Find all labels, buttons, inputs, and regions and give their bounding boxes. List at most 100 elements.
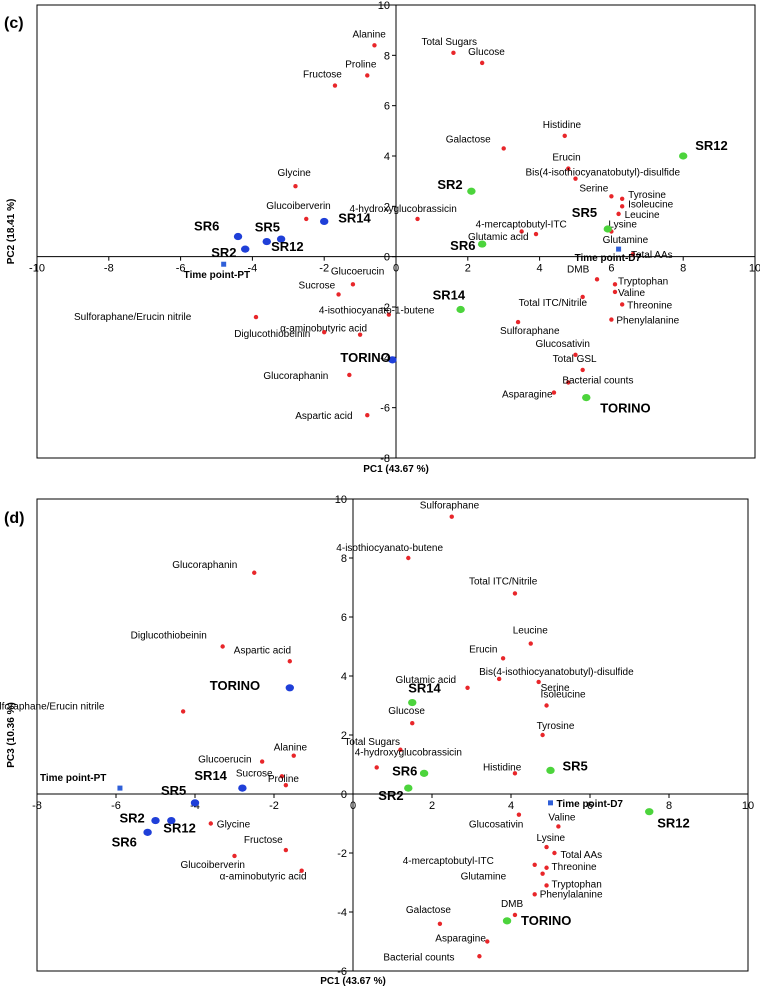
variable-label: 4-hydroxyglucobrassicin bbox=[355, 747, 462, 758]
variable-label: Proline bbox=[268, 774, 300, 785]
sample-d7-point bbox=[546, 766, 555, 775]
time-point-marker bbox=[221, 261, 227, 267]
y-tick-label: 8 bbox=[384, 50, 390, 62]
x-tick-label: 0 bbox=[350, 800, 356, 812]
variable-label: Glycine bbox=[217, 820, 251, 831]
variable-point bbox=[619, 196, 625, 201]
variable-label: Erucin bbox=[552, 153, 580, 164]
variable-label: Total GSL bbox=[553, 354, 597, 365]
sample-pt-point bbox=[190, 799, 200, 807]
sample-pt-label: SR6 bbox=[194, 219, 219, 234]
variable-label: Fructose bbox=[244, 835, 283, 846]
y-tick-label: -6 bbox=[337, 966, 347, 978]
variable-point bbox=[451, 50, 456, 56]
variable-point bbox=[372, 43, 377, 48]
sample-pt-label: SR14 bbox=[338, 210, 371, 225]
sample-d7-point bbox=[467, 187, 476, 195]
x-tick-label: 6 bbox=[608, 263, 614, 275]
sample-pt-label: SR5 bbox=[161, 783, 186, 798]
variable-point bbox=[415, 216, 420, 222]
time-point-marker bbox=[117, 785, 123, 791]
variable-point bbox=[304, 216, 309, 222]
sample-d7-point bbox=[456, 305, 465, 314]
variable-point bbox=[449, 514, 454, 519]
sample-pt-point bbox=[320, 217, 329, 226]
y-tick-label: 6 bbox=[384, 101, 390, 113]
variable-point bbox=[501, 146, 506, 151]
variable-label: Glucoraphanin bbox=[172, 560, 237, 571]
variable-point bbox=[253, 314, 259, 320]
variable-point bbox=[528, 641, 533, 646]
variable-point bbox=[516, 812, 522, 817]
variable-label: Bis(4-isothiocyanatobutyl)-disulfide bbox=[526, 168, 681, 179]
variable-point bbox=[609, 317, 614, 322]
sample-pt-label: SR12 bbox=[271, 239, 304, 254]
sample-d7-point bbox=[645, 808, 654, 816]
y-tick-label: 10 bbox=[378, 0, 390, 12]
variable-point bbox=[398, 747, 403, 752]
variable-label: Glucosativin bbox=[536, 339, 590, 350]
x-tick-label: 8 bbox=[666, 800, 672, 812]
sample-pt-point bbox=[233, 232, 243, 241]
variable-label: Sucrose bbox=[236, 768, 273, 779]
variable-point bbox=[580, 294, 585, 300]
sample-d7-point bbox=[477, 240, 487, 248]
variable-point bbox=[612, 289, 618, 295]
y-tick-label: -2 bbox=[380, 302, 390, 314]
sample-pt-point bbox=[143, 828, 152, 836]
sample-d7-label: SR12 bbox=[657, 816, 690, 831]
variable-point bbox=[374, 765, 379, 770]
variable-point bbox=[619, 204, 625, 209]
variable-label: Glutamine bbox=[603, 235, 649, 246]
sample-pt-point bbox=[262, 237, 271, 246]
variable-point bbox=[283, 847, 289, 853]
variable-label: Alanine bbox=[274, 743, 308, 754]
variable-point bbox=[485, 939, 490, 944]
sample-d7-point bbox=[408, 698, 417, 707]
variable-label: Leucine bbox=[513, 626, 548, 637]
variable-label: 4-mercaptobutyl-ITC bbox=[476, 220, 567, 231]
variable-point bbox=[544, 865, 549, 870]
pca-panel-c: -10 -8 -6 -4 -2 0 2 4 6 8 10 -8 -6 -4 -2 0 2 4 6 8 10 (c) PC1 … bbox=[4, 0, 760, 475]
sample-d7-point bbox=[679, 152, 688, 160]
sample-d7-label: SR12 bbox=[695, 138, 728, 153]
variable-point bbox=[533, 231, 539, 237]
x-tick-label: 8 bbox=[680, 263, 686, 275]
y-tick-label: -6 bbox=[380, 403, 390, 415]
variable-point bbox=[252, 570, 257, 575]
variable-point bbox=[532, 892, 537, 897]
variable-point bbox=[552, 850, 557, 856]
y-tick-label: 2 bbox=[384, 201, 390, 213]
variable-label: Tyrosine bbox=[537, 721, 575, 732]
variable-label: Glutamic acid bbox=[468, 232, 529, 243]
sample-d7-label: SR14 bbox=[408, 681, 441, 696]
panel-label: (c) bbox=[4, 15, 24, 32]
variable-label: Bacterial counts bbox=[562, 376, 633, 387]
y-tick-label: 8 bbox=[341, 553, 347, 565]
variable-label: Aspartic acid bbox=[295, 411, 352, 422]
variable-label: Glucose bbox=[388, 706, 425, 717]
x-tick-label: -6 bbox=[111, 800, 121, 812]
variable-label: Glucoraphanin bbox=[263, 371, 328, 382]
variable-point bbox=[357, 332, 363, 337]
sample-pt-point bbox=[276, 235, 286, 243]
y-tick-label: -8 bbox=[380, 453, 390, 465]
y-tick-label: 0 bbox=[384, 252, 390, 264]
variable-point bbox=[465, 685, 470, 690]
sample-pt-label: SR6 bbox=[112, 834, 137, 849]
variable-label: Isoleucine bbox=[541, 690, 586, 701]
sample-pt-point bbox=[285, 684, 294, 692]
variable-label: Sucrose bbox=[299, 280, 336, 291]
variable-label: Sulforaphane/Erucin nitrile bbox=[0, 701, 105, 712]
sample-d7-label: SR6 bbox=[450, 238, 475, 253]
variable-point bbox=[544, 883, 549, 888]
variable-point bbox=[350, 282, 356, 287]
variable-point bbox=[540, 871, 545, 876]
variable-label: Threonine bbox=[552, 862, 597, 873]
variable-point bbox=[512, 912, 518, 918]
y-tick-label: -4 bbox=[337, 907, 347, 919]
variable-label: 4-mercaptobutyl-ITC bbox=[403, 856, 494, 867]
variable-point bbox=[536, 679, 541, 685]
variable-label: Diglucothiobeinin bbox=[131, 631, 207, 642]
